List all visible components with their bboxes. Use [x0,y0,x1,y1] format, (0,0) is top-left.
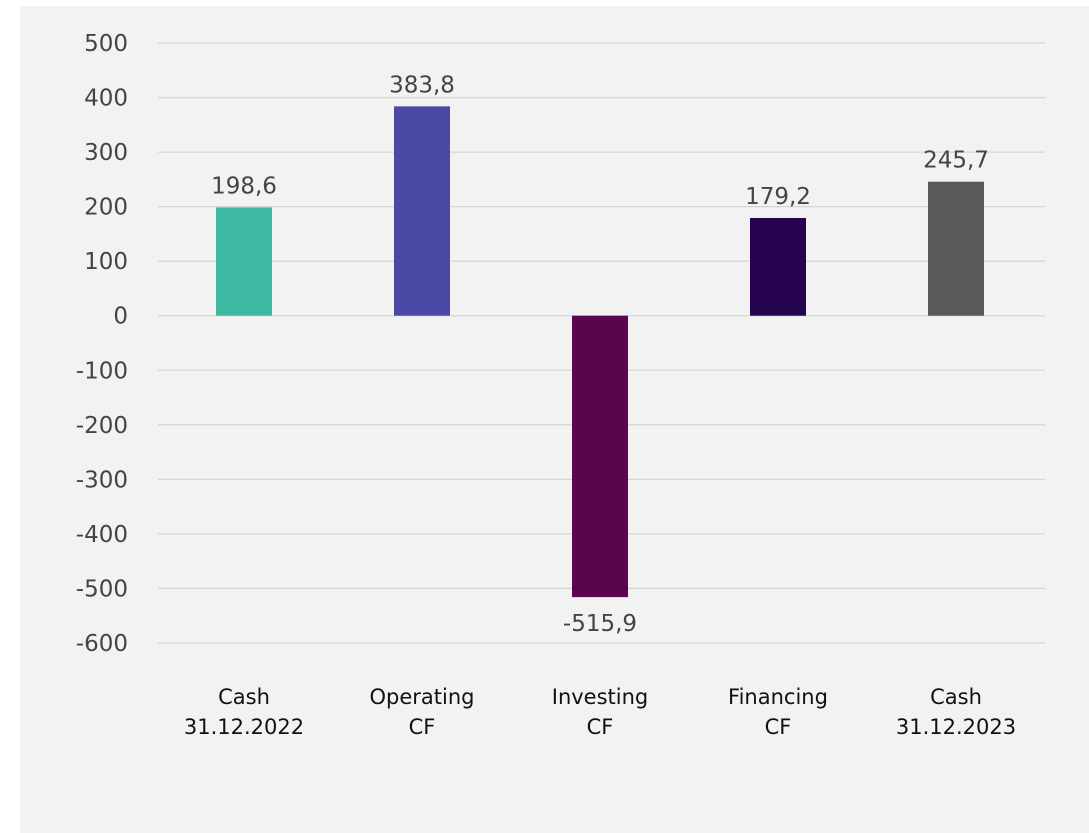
data-label: 383,8 [389,72,455,98]
y-tick-label: 0 [113,304,128,330]
bar [928,181,984,316]
y-tick-label: -600 [76,631,128,657]
category-label: Financing [728,685,828,709]
y-tick-label: -500 [76,576,128,602]
category-label: Operating [370,685,475,709]
category-labels: Cash 31.12.2022 Operating CF Investing CF Fina… [184,685,1016,739]
y-tick-label: 200 [84,195,128,221]
cash-flow-bar-chart: 500 400 300 200 100 0 -100 -200 -300 -400 -500 -600… [76,31,1045,739]
bar [750,217,806,316]
bar [394,106,450,316]
category-label: Investing [552,685,649,709]
category-label: 31.12.2022 [184,715,304,739]
bar [216,207,272,316]
y-axis-ticks: 500 400 300 200 100 0 -100 -200 -300 -400 -500 -600 [76,31,128,657]
y-tick-label: -100 [76,358,128,384]
bar [572,315,628,598]
data-label: 245,7 [923,148,989,174]
y-tick-label: 400 [84,86,128,112]
data-label: -515,9 [563,611,637,637]
y-tick-label: -200 [76,413,128,439]
data-labels: 198,6 383,8 -515,9 179,2 245,7 [211,72,989,637]
y-tick-label: -400 [76,522,128,548]
category-label: CF [587,715,614,739]
y-tick-label: -300 [76,467,128,493]
category-label: CF [409,715,436,739]
category-label: Cash [930,685,982,709]
y-tick-label: 500 [84,31,128,57]
bars [216,106,984,598]
category-label: Cash [218,685,270,709]
data-label: 198,6 [211,173,277,199]
category-label: 31.12.2023 [896,715,1016,739]
category-label: CF [765,715,792,739]
chart-panel: 500 400 300 200 100 0 -100 -200 -300 -400 -500 -600… [20,6,1089,833]
y-tick-label: 100 [84,249,128,275]
y-tick-label: 300 [84,140,128,166]
data-label: 179,2 [745,184,811,210]
